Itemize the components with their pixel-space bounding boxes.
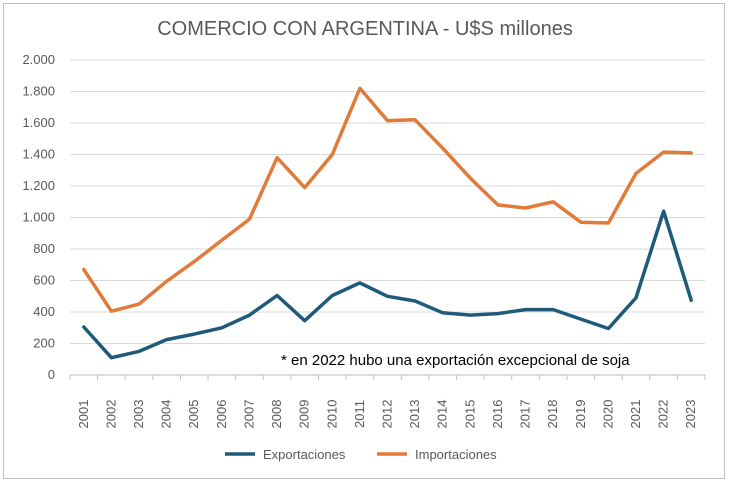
x-tick-label: 2002 — [103, 400, 118, 429]
chart-title: COMERCIO CON ARGENTINA - U$S millones — [157, 18, 573, 40]
x-tick-label: 2004 — [159, 400, 174, 429]
x-tick-label: 2021 — [628, 400, 643, 429]
series-line — [82, 86, 693, 313]
x-tick-label: 2013 — [407, 400, 422, 429]
series-lines — [82, 86, 693, 360]
x-tick-label: 2010 — [324, 400, 339, 429]
y-tick-label: 0 — [48, 367, 55, 382]
x-tick-label: 2008 — [269, 400, 284, 429]
x-tick-label: 2005 — [186, 400, 201, 429]
legend-label: Exportaciones — [263, 447, 346, 462]
y-tick-label: 200 — [33, 336, 55, 351]
y-tick-label: 1.400 — [22, 147, 55, 162]
x-tick-label: 2015 — [462, 400, 477, 429]
series-line — [82, 209, 693, 360]
x-axis-ticks: 2001 2002 2003 2004 2005 2006 2007 2008 2009 2010… — [76, 400, 698, 429]
x-tick-label: 2022 — [656, 400, 671, 429]
y-tick-label: 1.600 — [22, 115, 55, 130]
x-tick-label: 2011 — [352, 400, 367, 428]
y-tick-label: 800 — [33, 241, 55, 256]
legend: Exportaciones Importaciones — [225, 447, 497, 462]
y-tick-label: 1.200 — [22, 178, 55, 193]
legend-label: Importaciones — [415, 447, 497, 462]
x-tick-label: 2018 — [545, 400, 560, 429]
y-tick-label: 400 — [33, 304, 55, 319]
x-tick-label: 2007 — [241, 400, 256, 429]
x-tick-label: 2014 — [435, 400, 450, 429]
y-tick-label: 1.800 — [22, 84, 55, 99]
x-tick-label: 2001 — [76, 400, 91, 429]
y-tick-label: 2.000 — [22, 52, 55, 67]
x-tick-label: 2017 — [518, 400, 533, 429]
gridlines — [70, 59, 705, 344]
y-tick-label: 600 — [33, 273, 55, 288]
x-axis — [69, 374, 706, 380]
x-tick-label: 2006 — [214, 400, 229, 429]
x-tick-label: 2003 — [131, 400, 146, 429]
x-tick-label: 2016 — [490, 400, 505, 429]
y-tick-label: 1.000 — [22, 210, 55, 225]
x-tick-label: 2012 — [380, 400, 395, 429]
x-tick-label: 2020 — [600, 400, 615, 429]
x-tick-label: 2019 — [573, 400, 588, 429]
x-tick-label: 2009 — [297, 400, 312, 429]
annotation-text: * en 2022 hubo una exportación excepcion… — [281, 352, 630, 369]
y-axis-ticks: 0 200 400 600 800 1.000 1.200 1.400 1.600 1.800 2.… — [22, 52, 55, 382]
chart-border — [3, 3, 725, 479]
x-tick-label: 2023 — [683, 400, 698, 429]
